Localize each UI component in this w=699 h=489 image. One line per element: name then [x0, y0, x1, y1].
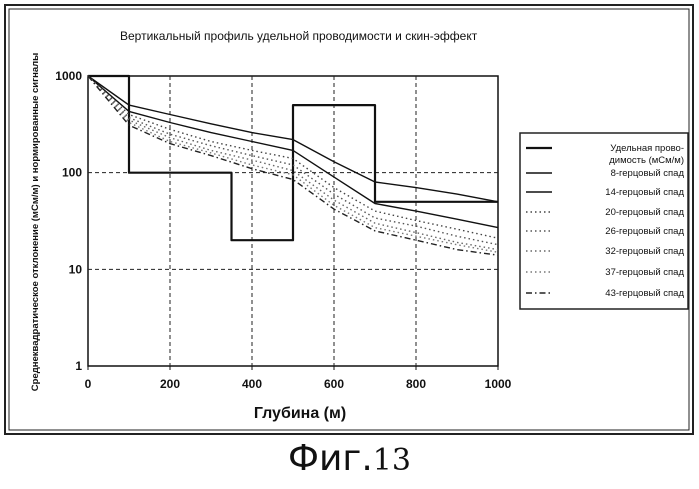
y-tick-label: 1 — [75, 359, 82, 373]
x-tick-label: 1000 — [485, 377, 512, 391]
legend-label-7: 37-герцовый спад — [605, 267, 684, 278]
legend-label-3: 14-герцовый спад — [605, 187, 684, 198]
chart-title: Вертикальный профиль удельной проводимос… — [120, 29, 478, 43]
figure-caption: Фиг.13 — [0, 438, 699, 479]
x-tick-label: 400 — [242, 377, 262, 391]
x-axis-label: Глубина (м) — [254, 405, 346, 422]
x-tick-label: 600 — [324, 377, 344, 391]
y-axis-label: Среднеквадратическое отклонение (мСм/м) … — [30, 53, 41, 391]
legend-label-4: 20-герцовый спад — [605, 207, 684, 218]
x-tick-label: 800 — [406, 377, 426, 391]
legend-label-5: 26-герцовый спад — [605, 226, 684, 237]
y-tick-label: 10 — [69, 262, 83, 276]
figure-caption-label: Фиг. — [288, 438, 373, 479]
legend-label-6: 32-герцовый спад — [605, 246, 684, 257]
plot-area: 0 200 400 600 800 1000 1 10 100 1000 — [55, 69, 511, 391]
legend-label-8: 43-герцовый спад — [605, 288, 684, 299]
x-tick-label: 0 — [85, 377, 92, 391]
y-tick-label: 1000 — [55, 69, 82, 83]
figure-caption-number: 13 — [373, 443, 411, 478]
x-tick-label: 200 — [160, 377, 180, 391]
legend-label-1: Удельная прово-димость (мСм/м) — [609, 143, 684, 166]
legend-label-2: 8-герцовый спад — [611, 168, 685, 179]
y-tick-label: 100 — [62, 166, 82, 180]
